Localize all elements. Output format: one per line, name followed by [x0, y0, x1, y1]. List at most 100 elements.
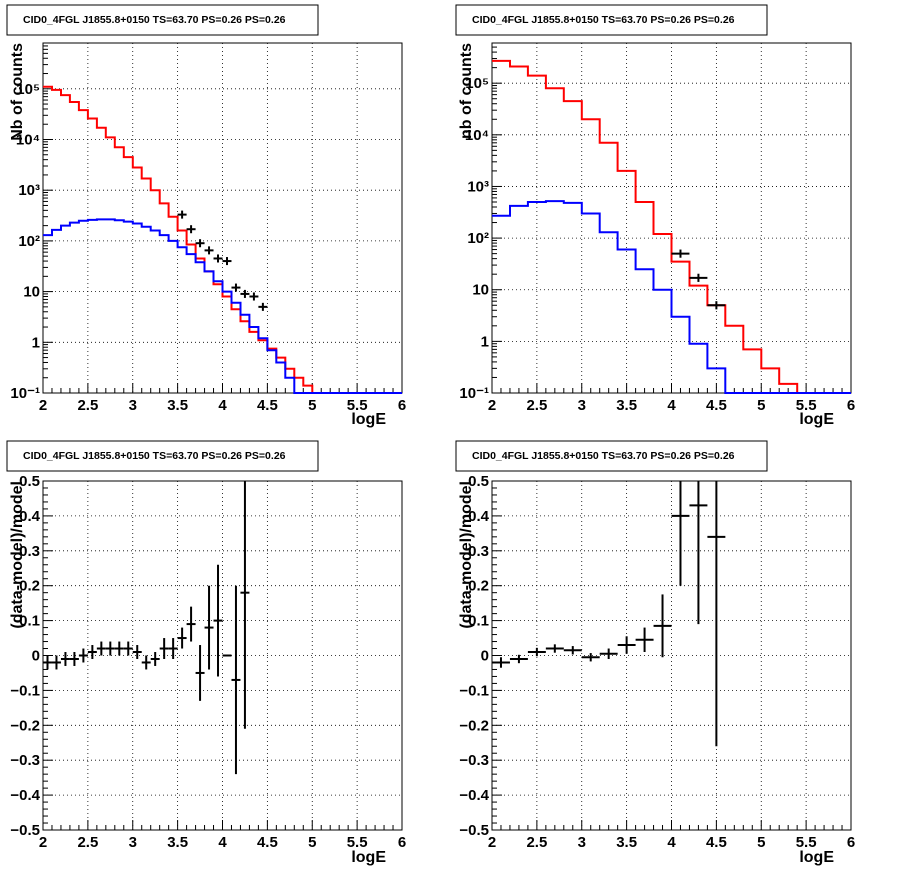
- series-red-histogram: [43, 85, 402, 394]
- x-tick-label: 2: [39, 834, 47, 851]
- x-tick-label: 6: [398, 834, 406, 851]
- x-tick-label: 5.5: [796, 834, 817, 851]
- y-tick-label: 10⁴: [16, 131, 40, 148]
- data-point: [581, 653, 600, 662]
- x-tick-label: 4: [218, 834, 227, 851]
- x-tick-label: 2: [39, 397, 47, 414]
- data-point: [51, 655, 61, 670]
- data-point: [240, 289, 250, 298]
- panel-top-left: 2 2.5 3 3.5 4 4.5 5 5.5 6 10⁻¹ 1 10 10² 10³ 10⁴ 10⁵ CID0…: [6, 4, 406, 428]
- data-point: [204, 585, 214, 670]
- x-tick-label: 2.5: [526, 834, 547, 851]
- x-axis-label: logE: [799, 849, 834, 866]
- y-tick-label: 10⁵: [465, 75, 489, 92]
- data-point: [599, 648, 618, 659]
- y-tick-label: 0.3: [468, 543, 489, 560]
- y-tick-label: −0.3: [10, 752, 40, 769]
- y-tick-label: 1: [32, 334, 40, 351]
- data-point: [671, 249, 690, 258]
- chart-title: CID0_4FGL J1855.8+0150 TS=63.70 PS=0.26 …: [472, 450, 735, 462]
- y-tick-label: 10³: [18, 182, 40, 199]
- data-point: [204, 246, 214, 255]
- y-axis-label: (data-model)/model: [9, 481, 26, 629]
- title-box: [6, 4, 319, 36]
- data-point: [213, 564, 223, 677]
- x-tick-label: 2.5: [77, 834, 98, 851]
- data-point: [78, 648, 88, 663]
- y-tick-label: 10⁴: [465, 127, 489, 144]
- data-point: [231, 283, 241, 292]
- series-blue-histogram: [492, 200, 851, 394]
- y-tick-label: −0.2: [10, 717, 40, 734]
- data-point: [563, 646, 582, 655]
- y-tick-label: −0.5: [10, 822, 40, 839]
- y-tick-label: 10: [472, 282, 489, 299]
- x-tick-label: 4.5: [257, 397, 278, 414]
- x-tick-label: 4.5: [706, 834, 727, 851]
- x-tick-label: 5: [757, 397, 765, 414]
- y-tick-label: 0.3: [19, 543, 40, 560]
- chart-title: CID0_4FGL J1855.8+0150 TS=63.70 PS=0.26 …: [23, 14, 286, 26]
- x-tick-label: 3.5: [167, 834, 188, 851]
- x-tick-label: 2.5: [77, 397, 98, 414]
- y-axis-label: nb of counts: [458, 43, 475, 139]
- y-tick-label: 0.5: [19, 473, 40, 490]
- plot-frame: [491, 42, 852, 394]
- data-point: [258, 302, 268, 311]
- data-point: [653, 594, 672, 658]
- x-tick-label: 5: [308, 397, 316, 414]
- y-tick-label: 0.2: [19, 578, 40, 595]
- data-point: [43, 655, 52, 670]
- data-point: [249, 292, 259, 301]
- x-tick-label: 3.5: [616, 834, 637, 851]
- y-axis-label: (data-model)/model: [458, 481, 475, 629]
- data-point: [69, 652, 79, 666]
- x-tick-label: 3: [578, 834, 586, 851]
- y-tick-label: 0.4: [19, 508, 41, 525]
- y-tick-label: −0.1: [459, 682, 489, 699]
- plot-frame: [491, 480, 852, 831]
- data-point: [141, 655, 151, 670]
- data-point: [186, 225, 196, 234]
- data-point: [150, 652, 160, 666]
- y-axis-label: Nb of counts: [9, 43, 26, 141]
- data-point: [527, 647, 546, 657]
- data-point: [123, 641, 133, 656]
- x-tick-label: 6: [398, 397, 406, 414]
- chart-title: CID0_4FGL J1855.8+0150 TS=63.70 PS=0.26 …: [23, 450, 286, 462]
- data-point: [105, 641, 115, 656]
- panel-bottom-left: 2 2.5 3 3.5 4 4.5 5 5.5 6 −0.5 −0.4 −0.3 −0.2 −0.1 0 0.…: [6, 440, 406, 866]
- x-tick-label: 3.5: [616, 397, 637, 414]
- data-point: [492, 657, 510, 668]
- data-point: [132, 645, 142, 659]
- x-tick-label: 5.5: [347, 834, 368, 851]
- series-blue-histogram: [43, 218, 402, 394]
- y-tick-label: 0.2: [468, 578, 489, 595]
- x-tick-label: 4: [667, 834, 676, 851]
- x-tick-label: 5: [308, 834, 316, 851]
- y-tick-label: −0.1: [10, 682, 40, 699]
- data-point: [114, 641, 124, 656]
- data-point: [635, 627, 654, 653]
- data-point: [195, 645, 205, 701]
- title-box: [455, 4, 768, 36]
- data-point: [159, 638, 169, 659]
- y-tick-label: 0: [481, 648, 489, 665]
- y-tick-label: 10⁻¹: [459, 385, 489, 402]
- x-tick-label: 4.5: [257, 834, 278, 851]
- data-point: [707, 301, 726, 310]
- data-point: [96, 641, 106, 656]
- data-point: [177, 210, 187, 219]
- panel-top-right: 2 2.5 3 3.5 4 4.5 5 5.5 6 10⁻¹ 1 10 10² 10³ 10⁴ 10⁵ CID0…: [455, 4, 855, 428]
- y-tick-label: 0.5: [468, 473, 489, 490]
- x-tick-label: 2: [488, 834, 496, 851]
- x-tick-label: 3: [129, 397, 137, 414]
- title-box: [455, 440, 768, 472]
- y-tick-label: 10²: [18, 233, 40, 250]
- plot-frame: [42, 42, 403, 394]
- x-tick-label: 5.5: [796, 397, 817, 414]
- title-box: [6, 440, 319, 472]
- y-tick-label: 0.1: [468, 613, 489, 630]
